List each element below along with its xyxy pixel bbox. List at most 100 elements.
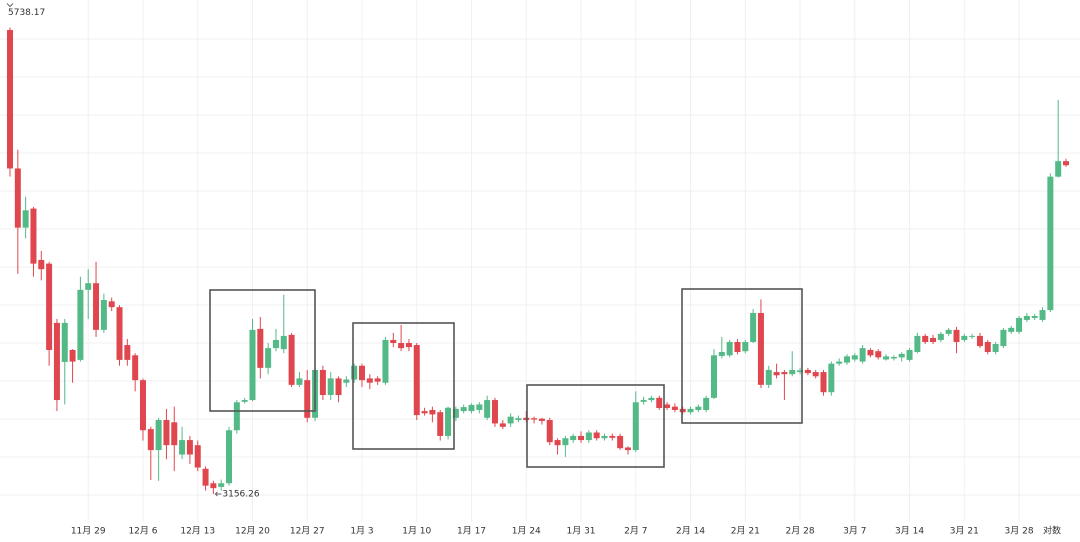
candle-body: [100, 299, 107, 330]
candle-body: [93, 283, 100, 330]
candle-body: [194, 445, 201, 468]
candle-body: [922, 335, 929, 342]
candle-body: [953, 329, 960, 342]
candle-body: [257, 328, 264, 368]
x-tick-label: 3月 14: [895, 526, 924, 537]
candle-body: [288, 334, 295, 385]
x-tick-label: 2月 28: [786, 526, 815, 537]
annotation-boxes: [209, 288, 803, 468]
candle-body: [163, 420, 170, 446]
candle-body: [241, 400, 248, 402]
candle-body: [1047, 176, 1054, 311]
candle-body: [898, 353, 905, 358]
x-tick-label: 2月 7: [624, 526, 647, 537]
candle-body: [773, 372, 780, 376]
candle-body: [249, 329, 256, 401]
candle-body: [30, 208, 37, 264]
candle-body: [718, 352, 725, 356]
candle-body: [648, 397, 655, 401]
candle-body: [390, 339, 397, 344]
candle-body: [601, 435, 608, 439]
x-tick-label: 12月 13: [180, 526, 215, 537]
candle-body: [906, 349, 913, 360]
candle-body: [843, 356, 850, 363]
candle-body: [476, 404, 483, 410]
candle-body: [499, 423, 506, 427]
candle-body: [1031, 315, 1038, 318]
candle-body: [179, 440, 186, 455]
candle-body: [108, 301, 115, 308]
x-tick-label: 3月 7: [843, 526, 866, 537]
candle-body: [593, 432, 600, 439]
candle-body: [210, 483, 217, 489]
candle-body: [742, 341, 749, 352]
candle-body: [890, 356, 897, 359]
candle-body: [445, 407, 452, 436]
x-tick-label: 1月 31: [566, 526, 595, 537]
annotation-box: [681, 288, 803, 424]
candle-body: [139, 380, 146, 431]
candle-body: [85, 283, 92, 290]
candle-body: [147, 429, 154, 451]
low-marker-arrow: [214, 491, 222, 497]
candle-body: [687, 408, 694, 413]
candle-body: [828, 363, 835, 393]
candle-body: [507, 416, 514, 424]
candle-body: [711, 355, 717, 398]
candle-body: [484, 400, 491, 418]
candle-body: [640, 400, 647, 402]
candle-body: [413, 345, 420, 416]
candle-body: [155, 420, 162, 451]
h-grid: [0, 38, 1080, 496]
candle-body: [859, 348, 866, 362]
candle-body: [304, 380, 311, 418]
x-tick-label: 1月 10: [402, 526, 431, 537]
candle-body: [726, 341, 733, 356]
x-tick-label: 12月 6: [128, 526, 157, 537]
candle-body: [366, 378, 373, 383]
candle-body: [14, 168, 21, 228]
candle-body: [570, 435, 577, 441]
candle-body: [132, 355, 139, 381]
candle-body: [812, 372, 819, 377]
candle-body: [624, 447, 631, 451]
candle-body: [578, 435, 585, 441]
candle-body: [1023, 315, 1030, 320]
candle-body: [226, 430, 233, 484]
candle-body: [695, 406, 702, 410]
annotation-box: [209, 289, 316, 412]
candle-body: [437, 412, 444, 436]
candle-body: [319, 369, 326, 396]
candle-body: [757, 313, 764, 385]
annotation-box: [352, 322, 455, 450]
candle-body: [836, 361, 843, 364]
candle-body: [265, 348, 272, 368]
candle-body: [797, 370, 804, 373]
candle-body: [976, 335, 983, 347]
candle-body: [124, 345, 131, 360]
candle-body: [961, 335, 968, 340]
plot: 11月 29 12月 6 12月 13 12月 20 12月 27 1月 3 1月 10 1月…: [6, 0, 1069, 537]
candle-body: [343, 379, 350, 383]
candle-body: [77, 289, 84, 360]
candle-body: [789, 369, 796, 375]
candle-body: [53, 322, 60, 401]
candle-body: [804, 369, 811, 374]
candle-body: [46, 263, 53, 350]
candle-body: [421, 411, 428, 414]
candle-body: [765, 369, 772, 385]
candle-body: [554, 440, 561, 446]
x-tick-label: 1月 3: [350, 526, 373, 537]
candle-body: [1063, 161, 1069, 166]
candle-body: [218, 483, 225, 487]
candle-body: [734, 341, 741, 353]
candle-body: [664, 404, 671, 408]
annotation-box: [526, 384, 665, 468]
candle-body: [656, 397, 663, 408]
scale-mode[interactable]: 对数: [1043, 525, 1061, 537]
candle-body: [538, 418, 545, 421]
candle-body: [1039, 310, 1046, 320]
candle-body: [914, 335, 921, 353]
candle-body: [531, 418, 538, 420]
high-marker-arrow: [6, 3, 14, 8]
